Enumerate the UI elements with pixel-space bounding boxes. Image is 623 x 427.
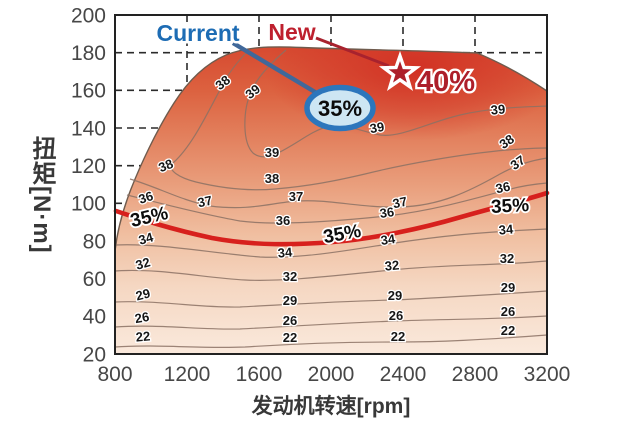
contour-lines: [113, 49, 550, 349]
current-leader-line: [231, 41, 322, 97]
contour-value-label: 29: [501, 280, 515, 295]
y-tick-label: 140: [71, 117, 106, 140]
contour-value-label: 37: [196, 193, 213, 211]
y-axis-ticks: 200 180 160 140 120 100 80 60 40 20: [71, 4, 106, 366]
contour-value-label: 26: [389, 308, 403, 323]
x-tick-label: 3200: [524, 363, 571, 386]
contour-value-label: 22: [283, 330, 297, 345]
new-leader-line: [315, 36, 390, 68]
new-label: New: [268, 19, 315, 45]
contour-value-label: 34: [137, 229, 156, 248]
contour-value-label: 38: [265, 171, 279, 186]
contour-value-label: 39: [265, 145, 279, 160]
contour-value-label: 32: [384, 257, 400, 273]
current-ellipse-marker: [304, 84, 376, 132]
y-tick-label: 120: [71, 155, 106, 178]
contour-value-label: 34: [277, 244, 293, 260]
contour-value-label: 36: [137, 188, 155, 207]
x-tick-label: 800: [97, 363, 132, 386]
y-tick-label: 60: [83, 268, 106, 291]
contour-value-label: 34: [498, 221, 514, 237]
contour-value-label: 36: [379, 204, 395, 221]
contour-value-label: 34: [380, 231, 397, 248]
plot-frame: [114, 14, 548, 355]
y-axis-title: 扭矩[N·m]: [28, 136, 55, 254]
current-label: Current: [156, 20, 239, 46]
contour-value-label: 36: [276, 213, 290, 228]
y-tick-label: 180: [71, 42, 106, 65]
x-tick-label: 2800: [452, 363, 499, 386]
contour-value-label: 26: [133, 309, 150, 326]
contour-value-label: 37: [391, 194, 408, 212]
contour-35-label: 35%: [491, 195, 530, 218]
contour-value-label: 22: [501, 323, 515, 338]
contour-value-label: 22: [135, 328, 151, 344]
contour-value-label: 29: [283, 293, 297, 308]
contour-value-label: 39: [490, 101, 506, 117]
operating-envelope-outline: [114, 46, 548, 354]
contour-value-label: 29: [134, 285, 152, 303]
contour-value-label: 32: [500, 251, 514, 266]
x-tick-label: 2000: [308, 363, 355, 386]
contour-value-label: 26: [283, 313, 297, 328]
annotations: 35% 40% Current New: [154, 17, 478, 132]
x-axis-title: 发动机转速[rpm]: [251, 394, 411, 418]
contour-value-label: 22: [391, 329, 405, 344]
y-tick-label: 40: [83, 306, 106, 329]
y-tick-label: 100: [71, 193, 106, 216]
y-tick-label: 200: [71, 4, 106, 27]
x-tick-label: 2400: [380, 363, 427, 386]
x-axis-ticks: 800 1200 1600 2000 2400 2800 3200: [97, 363, 570, 386]
contour-value-label: 37: [289, 189, 303, 204]
current-efficiency-value: 35%: [318, 96, 362, 121]
contour-35-percent-red: [113, 190, 550, 247]
new-efficiency-value: 40%: [417, 66, 475, 98]
contour-value-label: 38: [156, 156, 175, 175]
contour-value-label: 32: [134, 254, 152, 272]
contour-value-label: 29: [388, 288, 402, 303]
x-tick-label: 1600: [236, 363, 283, 386]
star-icon: [378, 50, 422, 91]
contour-value-label: 36: [494, 179, 511, 197]
contour-value-label: 32: [283, 269, 297, 284]
x-tick-label: 1200: [164, 363, 211, 386]
y-tick-label: 80: [83, 230, 106, 253]
y-tick-label: 160: [71, 80, 106, 103]
y-tick-label: 20: [83, 343, 106, 366]
contour-value-label: 39: [368, 119, 385, 136]
contour-value-label: 26: [501, 304, 515, 319]
